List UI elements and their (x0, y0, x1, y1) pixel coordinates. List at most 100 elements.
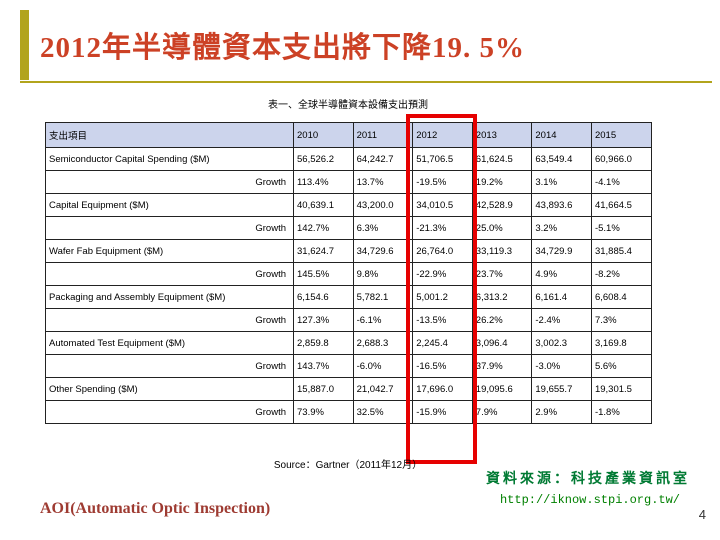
data-cell: 6,313.2 (471, 285, 533, 309)
data-cell: 13.7% (352, 170, 414, 194)
data-cell: 3,169.8 (590, 331, 652, 355)
data-cell: 113.4% (293, 170, 354, 194)
data-cell: -8.2% (590, 262, 652, 286)
row-label: Growth (45, 354, 294, 378)
data-cell: 40,639.1 (293, 193, 354, 217)
data-cell: 61,624.5 (471, 147, 533, 171)
data-cell: 37.9% (471, 354, 533, 378)
data-cell: -22.9% (412, 262, 473, 286)
data-cell: 5.6% (590, 354, 652, 378)
data-cell: 31,885.4 (590, 239, 652, 263)
data-cell: -6.0% (352, 354, 414, 378)
data-cell: 19,301.5 (590, 377, 652, 401)
table-caption: 表一、全球半導體資本設備支出預測 (268, 100, 428, 111)
title-divider (20, 81, 712, 83)
data-cell: 34,729.6 (352, 239, 414, 263)
data-cell: 9.8% (352, 262, 414, 286)
row-label: Growth (45, 308, 294, 332)
table-row: Growth 145.5% 9.8% -22.9% 23.7% 4.9% -8.2% (45, 262, 652, 286)
data-cell: 5,782.1 (352, 285, 414, 309)
data-cell: 34,729.9 (531, 239, 592, 263)
row-label: Growth (45, 400, 294, 424)
table-row: Growth 143.7% -6.0% -16.5% 37.9% -3.0% 5.6% (45, 354, 652, 378)
data-cell: -5.1% (590, 216, 652, 240)
data-cell: 33,119.3 (471, 239, 533, 263)
table-row: Automated Test Equipment ($M) 2,859.8 2,68… (45, 331, 652, 355)
data-cell: 63,549.4 (531, 147, 592, 171)
table-source: Source：Gartner（2011年12月） (273, 460, 423, 471)
data-cell: 6.3% (352, 216, 414, 240)
table-row: Packaging and Assembly Equipment ($M) 6,1… (45, 285, 652, 309)
footer-url-link[interactable]: http://iknow.stpi.org.tw/ (499, 493, 680, 507)
slide-title: 2012年半導體資本支出將下降19. 5% (40, 32, 526, 64)
data-cell: 43,200.0 (352, 193, 414, 217)
table-row: Growth 73.9% 32.5% -15.9% 7.9% 2.9% -1.8% (45, 400, 652, 424)
data-cell: 64,242.7 (352, 147, 414, 171)
column-header-year-2015: 2015 (590, 122, 652, 148)
data-cell: 26.2% (471, 308, 533, 332)
row-label: Growth (45, 170, 294, 194)
row-label: Packaging and Assembly Equipment ($M) (45, 285, 294, 309)
title-accent-bar (20, 10, 29, 80)
table-row: Wafer Fab Equipment ($M) 31,624.7 34,729.6… (45, 239, 652, 263)
table-row: Semiconductor Capital Spending ($M) 56,52… (45, 147, 652, 171)
data-cell: 143.7% (293, 354, 354, 378)
data-cell: 31,624.7 (293, 239, 354, 263)
data-cell: 2,859.8 (293, 331, 354, 355)
data-cell: 6,608.4 (590, 285, 652, 309)
data-cell: 2,688.3 (352, 331, 414, 355)
column-header-year-2010: 2010 (293, 122, 354, 148)
data-cell: 3.2% (531, 216, 592, 240)
table-row: Capital Equipment ($M) 40,639.1 43,200.0 34… (45, 193, 652, 217)
data-cell: 3,096.4 (471, 331, 533, 355)
data-cell: 6,154.6 (293, 285, 354, 309)
data-cell: -3.0% (531, 354, 592, 378)
data-cell: 21,042.7 (352, 377, 414, 401)
data-cell: 23.7% (471, 262, 533, 286)
footer-data-source: 資料來源：科技產業資訊室 (486, 472, 690, 487)
data-cell: 19.2% (471, 170, 533, 194)
column-header-year-2014: 2014 (531, 122, 592, 148)
data-cell: 145.5% (293, 262, 354, 286)
data-cell: -1.8% (590, 400, 652, 424)
data-cell: 51,706.5 (412, 147, 473, 171)
data-cell: 17,696.0 (412, 377, 473, 401)
data-cell: 3,002.3 (531, 331, 592, 355)
data-cell: 7.9% (471, 400, 533, 424)
data-cell: 41,664.5 (590, 193, 652, 217)
data-cell: 73.9% (293, 400, 354, 424)
column-header-item: 支出項目 (45, 122, 294, 148)
data-cell: 60,966.0 (590, 147, 652, 171)
data-cell: 2.9% (531, 400, 592, 424)
row-label: Growth (45, 216, 294, 240)
data-cell: -13.5% (412, 308, 473, 332)
data-cell: 32.5% (352, 400, 414, 424)
table-header-row: 支出項目 2010 2011 2012 2013 2014 2015 (45, 122, 652, 148)
data-cell: 26,764.0 (412, 239, 473, 263)
page-number: 4 (698, 507, 706, 522)
data-cell: 2,245.4 (412, 331, 473, 355)
column-header-year-2012: 2012 (412, 122, 473, 148)
data-cell: 5,001.2 (412, 285, 473, 309)
table-row: Growth 113.4% 13.7% -19.5% 19.2% 3.1% -4.1% (45, 170, 652, 194)
column-header-year-2011: 2011 (352, 122, 414, 148)
data-cell: 19,655.7 (531, 377, 592, 401)
row-label: Growth (45, 262, 294, 286)
data-cell: 34,010.5 (412, 193, 473, 217)
data-cell: 43,893.6 (531, 193, 592, 217)
data-cell: -6.1% (352, 308, 414, 332)
forecast-table: 支出項目 2010 2011 2012 2013 2014 2015 Semiconduct… (45, 122, 652, 424)
data-cell: 42,528.9 (471, 193, 533, 217)
data-cell: 6,161.4 (531, 285, 592, 309)
row-label: Wafer Fab Equipment ($M) (45, 239, 294, 263)
data-cell: -16.5% (412, 354, 473, 378)
data-cell: 56,526.2 (293, 147, 354, 171)
data-cell: 142.7% (293, 216, 354, 240)
data-cell: 7.3% (590, 308, 652, 332)
data-cell: -15.9% (412, 400, 473, 424)
row-label: Other Spending ($M) (45, 377, 294, 401)
data-cell: -2.4% (531, 308, 592, 332)
data-cell: 3.1% (531, 170, 592, 194)
data-cell: 25.0% (471, 216, 533, 240)
